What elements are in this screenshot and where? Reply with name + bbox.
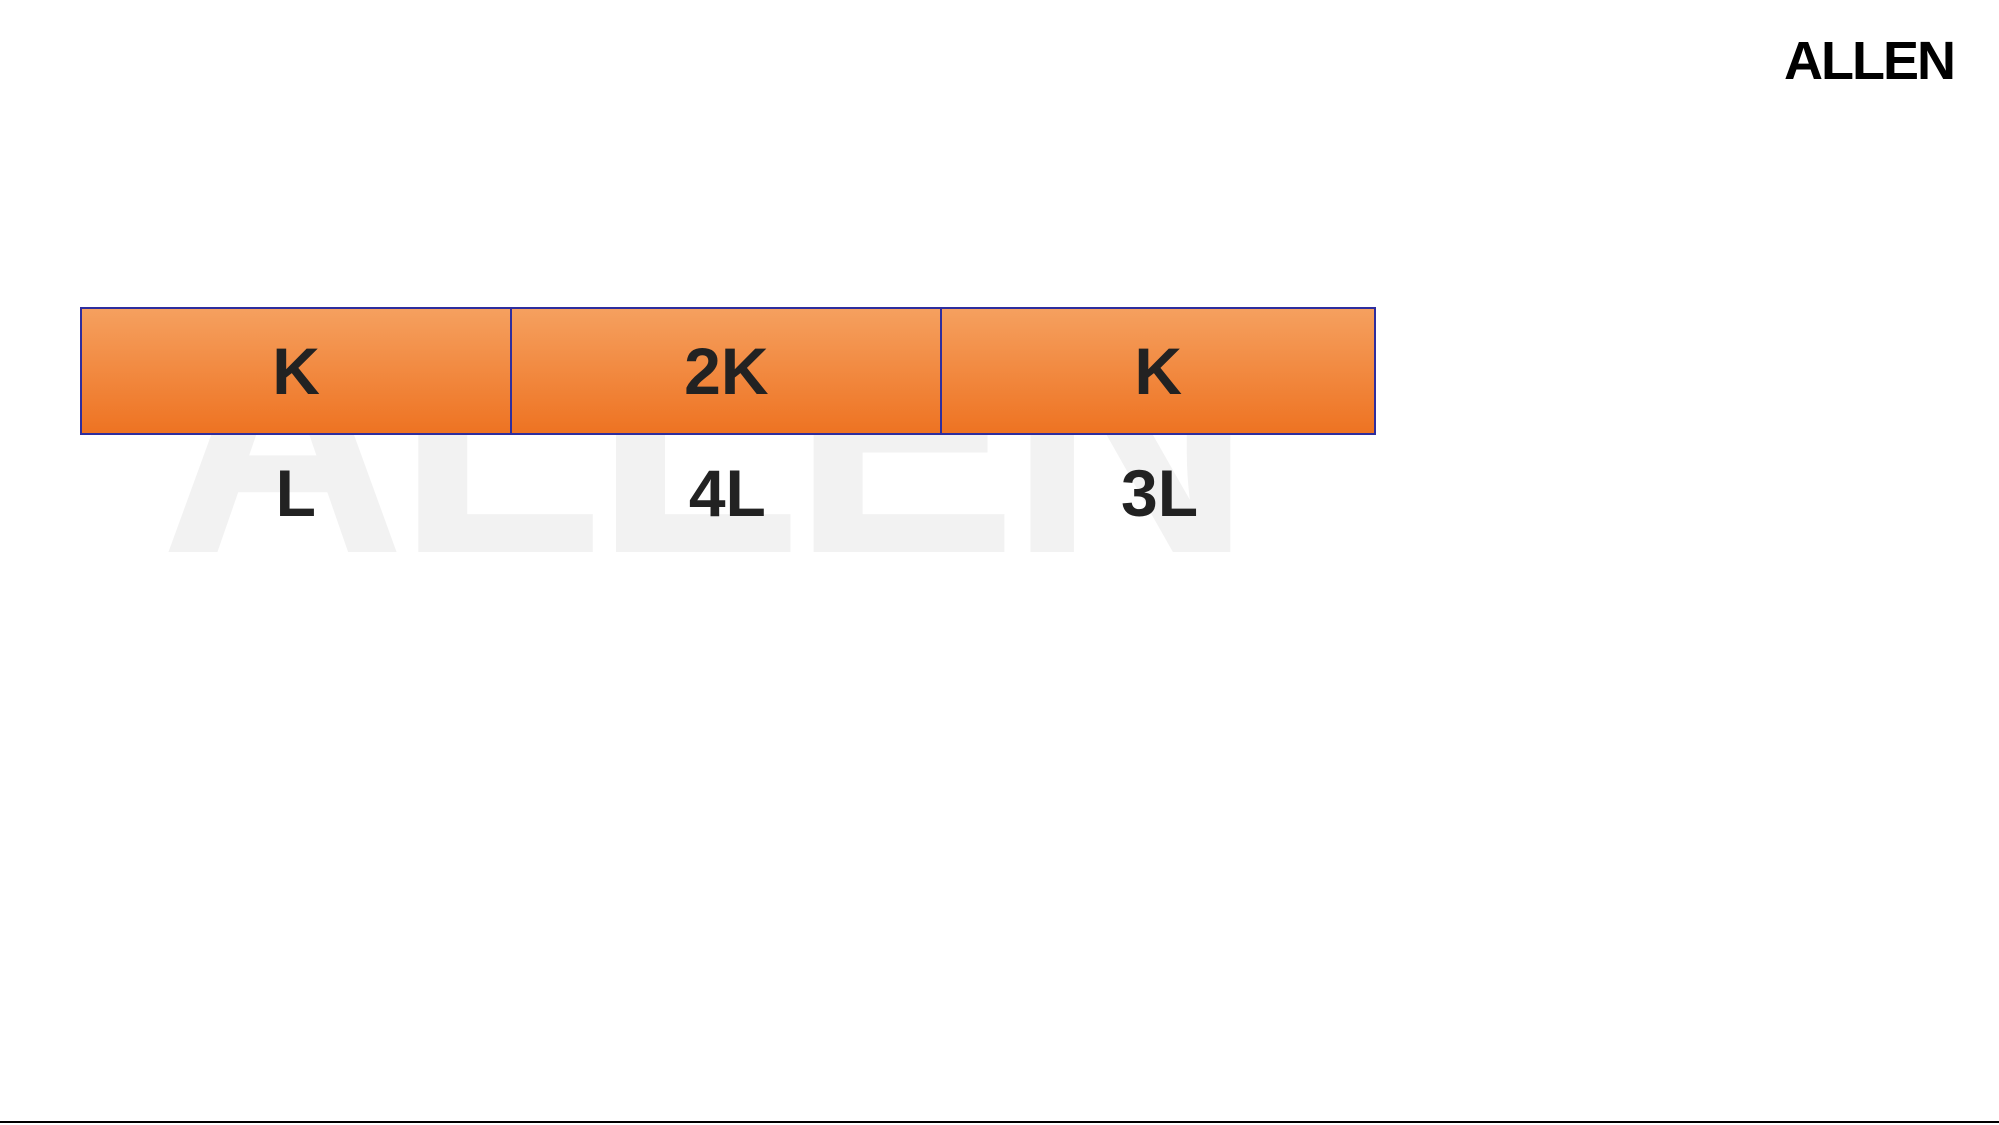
bar-row: K2KK (80, 307, 1376, 435)
bottom-divider (0, 1121, 1999, 1123)
bar-segment: K (82, 309, 512, 433)
segmented-bar-diagram: K2KK L4L3L (80, 307, 1376, 531)
labels-below-row: L4L3L (80, 455, 1376, 531)
segment-label-below: 3L (943, 455, 1376, 531)
segment-label-below: L (80, 455, 512, 531)
brand-logo: ALLEN (1784, 30, 1954, 92)
segment-label-below: 4L (512, 455, 944, 531)
bar-segment: K (942, 309, 1374, 433)
bar-segment: 2K (512, 309, 942, 433)
